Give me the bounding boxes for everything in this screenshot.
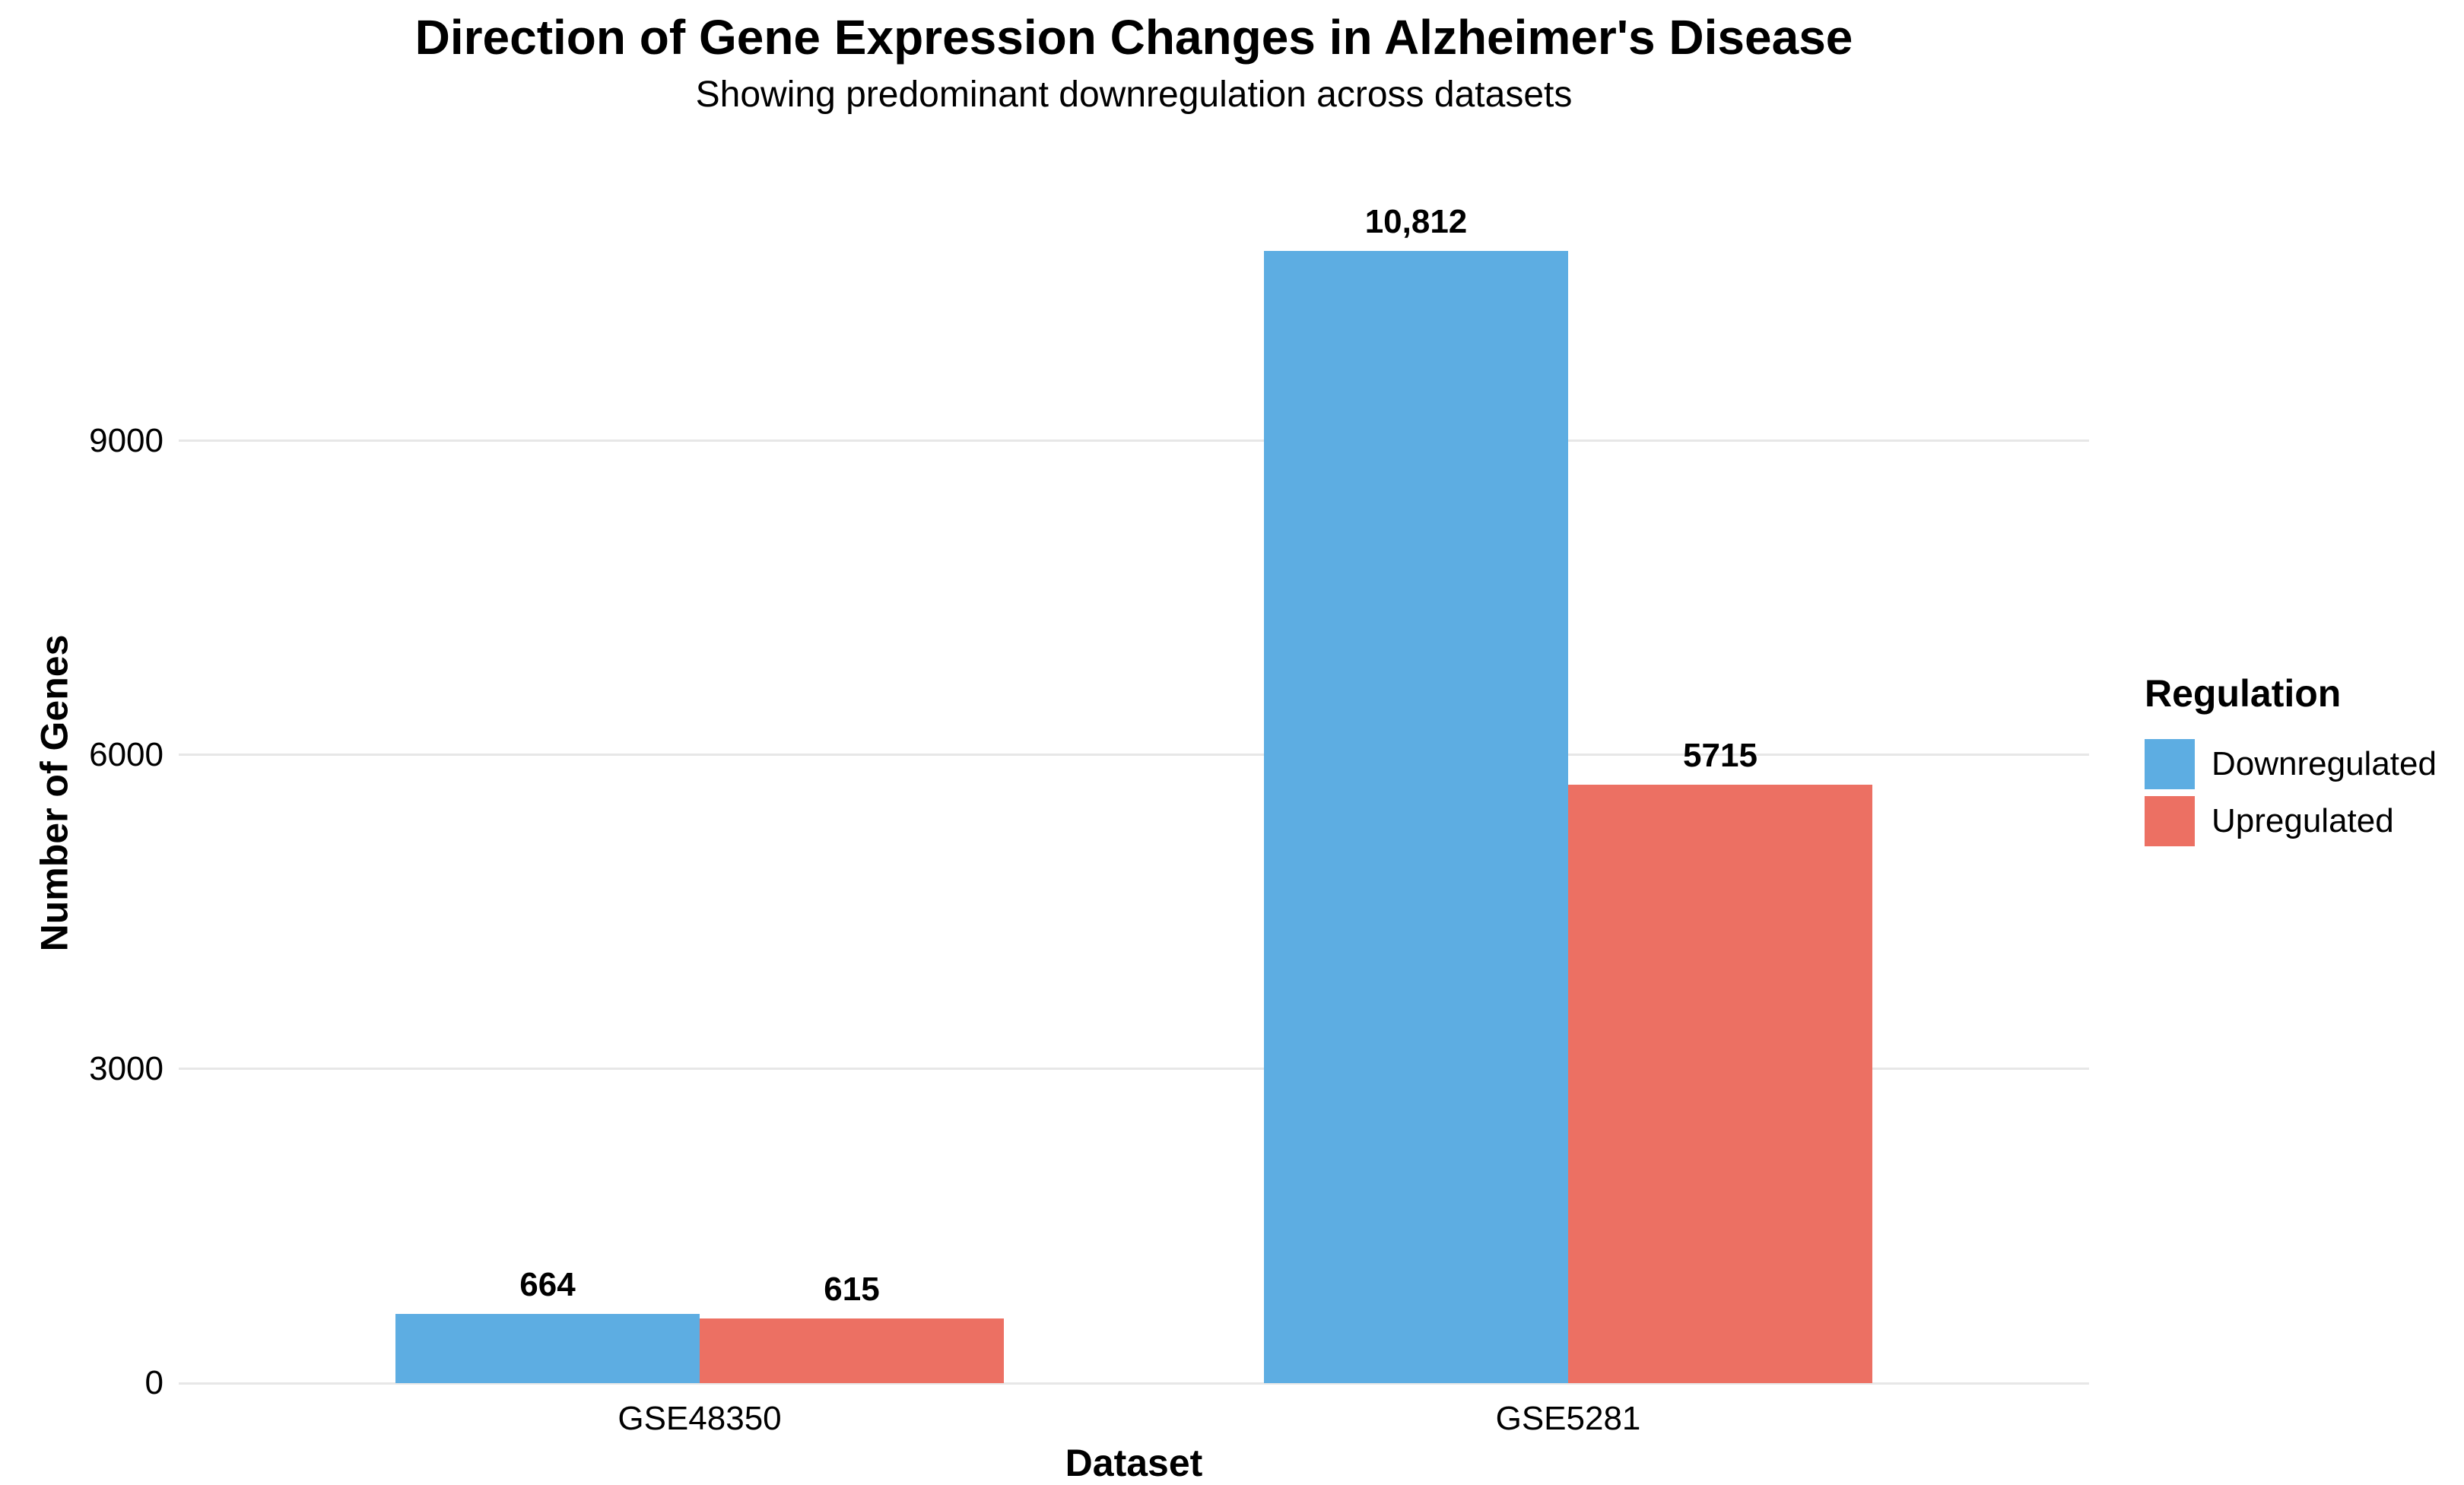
y-axis-tick-labels: 0 3000 6000 9000 bbox=[0, 195, 164, 1401]
bar-value-label: 615 bbox=[824, 1271, 880, 1309]
gridline-9000 bbox=[179, 439, 2089, 443]
downregulated-swatch-icon bbox=[2145, 739, 2195, 789]
legend-item-downregulated: Downregulated bbox=[2145, 739, 2464, 789]
y-tick-label: 6000 bbox=[89, 735, 164, 773]
legend-label: Downregulated bbox=[2212, 745, 2437, 782]
x-tick-label-gse5281: GSE5281 bbox=[1495, 1400, 1641, 1437]
bar-gse5281-upregulated bbox=[1568, 785, 1872, 1383]
legend-item-upregulated: Upregulated bbox=[2145, 796, 2464, 846]
bar-gse48350-downregulated bbox=[395, 1313, 700, 1383]
x-axis-title: Dataset bbox=[1065, 1442, 1203, 1484]
bar-value-label: 5715 bbox=[1683, 737, 1758, 775]
upregulated-swatch-icon bbox=[2145, 796, 2195, 846]
legend: Regulation Downregulated Upregulated bbox=[2145, 672, 2464, 853]
legend-title: Regulation bbox=[2145, 672, 2342, 715]
gridline-3000 bbox=[179, 1068, 2089, 1071]
plot-panel: 664 615 10,812 5715 bbox=[179, 195, 2089, 1385]
y-tick-label: 3000 bbox=[89, 1049, 164, 1087]
y-tick-label: 0 bbox=[144, 1364, 164, 1401]
y-tick-label: 9000 bbox=[89, 421, 164, 459]
bar-value-label: 664 bbox=[519, 1265, 576, 1303]
x-tick-label-gse48350: GSE48350 bbox=[618, 1400, 782, 1437]
chart-subtitle: Showing predominant downregulation acros… bbox=[695, 75, 1573, 115]
gridline-6000 bbox=[179, 754, 2089, 757]
bar-gse48350-upregulated bbox=[700, 1318, 1004, 1383]
bar-value-label: 10,812 bbox=[1364, 203, 1468, 241]
bar-gse5281-downregulated bbox=[1264, 251, 1568, 1383]
chart-header: Direction of Gene Expression Changes in … bbox=[0, 11, 2268, 116]
legend-label: Upregulated bbox=[2212, 802, 2394, 839]
gridline-0 bbox=[179, 1382, 2089, 1385]
chart-title: Direction of Gene Expression Changes in … bbox=[414, 10, 1853, 65]
